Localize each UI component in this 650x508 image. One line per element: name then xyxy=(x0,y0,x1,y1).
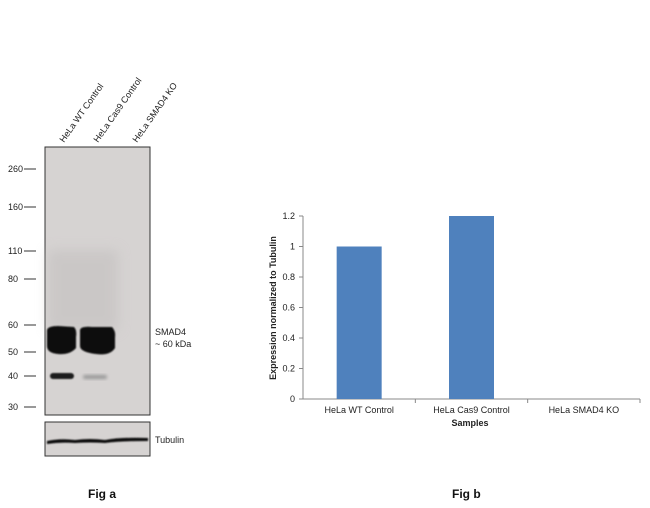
lower-band-cas9 xyxy=(83,375,107,379)
chart-y-tick-label: 0.8 xyxy=(282,272,295,282)
chart-y-tick-label: 0.6 xyxy=(282,303,295,313)
mw-marker-260: 260 xyxy=(8,164,36,174)
chart-bars xyxy=(336,216,494,399)
chart-y-tick-label: 0.4 xyxy=(282,333,295,343)
tubulin-label: Tubulin xyxy=(155,435,184,445)
chart-x-tick-label: HeLa WT Control xyxy=(324,405,393,415)
mw-marker-40: 40 xyxy=(8,371,36,381)
chart-x-tick-label: HeLa Cas9 Control xyxy=(433,405,510,415)
band-label-smad4: SMAD4 xyxy=(155,327,186,337)
svg-text:260: 260 xyxy=(8,164,23,174)
mw-marker-50: 50 xyxy=(8,347,36,357)
smad4-band-wt xyxy=(47,326,77,355)
chart-y-tick-label: 0 xyxy=(290,394,295,404)
lower-band-wt xyxy=(50,373,74,379)
svg-text:110: 110 xyxy=(8,246,22,256)
fig-b-caption: Fig b xyxy=(452,487,481,501)
svg-text:50: 50 xyxy=(8,347,18,357)
svg-text:60: 60 xyxy=(8,320,18,330)
mw-marker-30: 30 xyxy=(8,402,36,412)
chart-x-ticks: HeLa WT Control HeLa Cas9 Control HeLa SMA… xyxy=(324,399,641,415)
svg-text:160: 160 xyxy=(8,202,23,212)
blot-smear xyxy=(48,250,118,330)
chart-y-ticks: 0 0.2 0.4 0.6 0.8 1 1.2 xyxy=(282,211,303,404)
chart-y-tick-label: 0.2 xyxy=(282,364,295,374)
chart-y-axis-label: Expression normalized to Tubulin xyxy=(268,236,278,380)
band-label-size: ~ 60 kDa xyxy=(155,339,191,349)
chart-x-axis-label: Samples xyxy=(451,418,488,428)
mw-marker-160: 160 xyxy=(8,202,36,212)
fig-a-caption: Fig a xyxy=(88,487,116,501)
chart-bar xyxy=(449,216,494,399)
mw-marker-60: 60 xyxy=(8,320,36,330)
mw-marker-110: 110 xyxy=(8,246,36,256)
chart-y-tick-label: 1.2 xyxy=(282,211,295,221)
chart-x-tick-label: HeLa SMAD4 KO xyxy=(549,405,620,415)
svg-text:40: 40 xyxy=(8,371,18,381)
smad4-band-cas9 xyxy=(80,326,116,355)
chart-bar xyxy=(336,246,382,399)
chart-y-tick-label: 1 xyxy=(290,242,295,252)
tubulin-band xyxy=(47,437,148,444)
mw-marker-80: 80 xyxy=(8,274,36,284)
svg-text:80: 80 xyxy=(8,274,18,284)
svg-text:30: 30 xyxy=(8,402,18,412)
